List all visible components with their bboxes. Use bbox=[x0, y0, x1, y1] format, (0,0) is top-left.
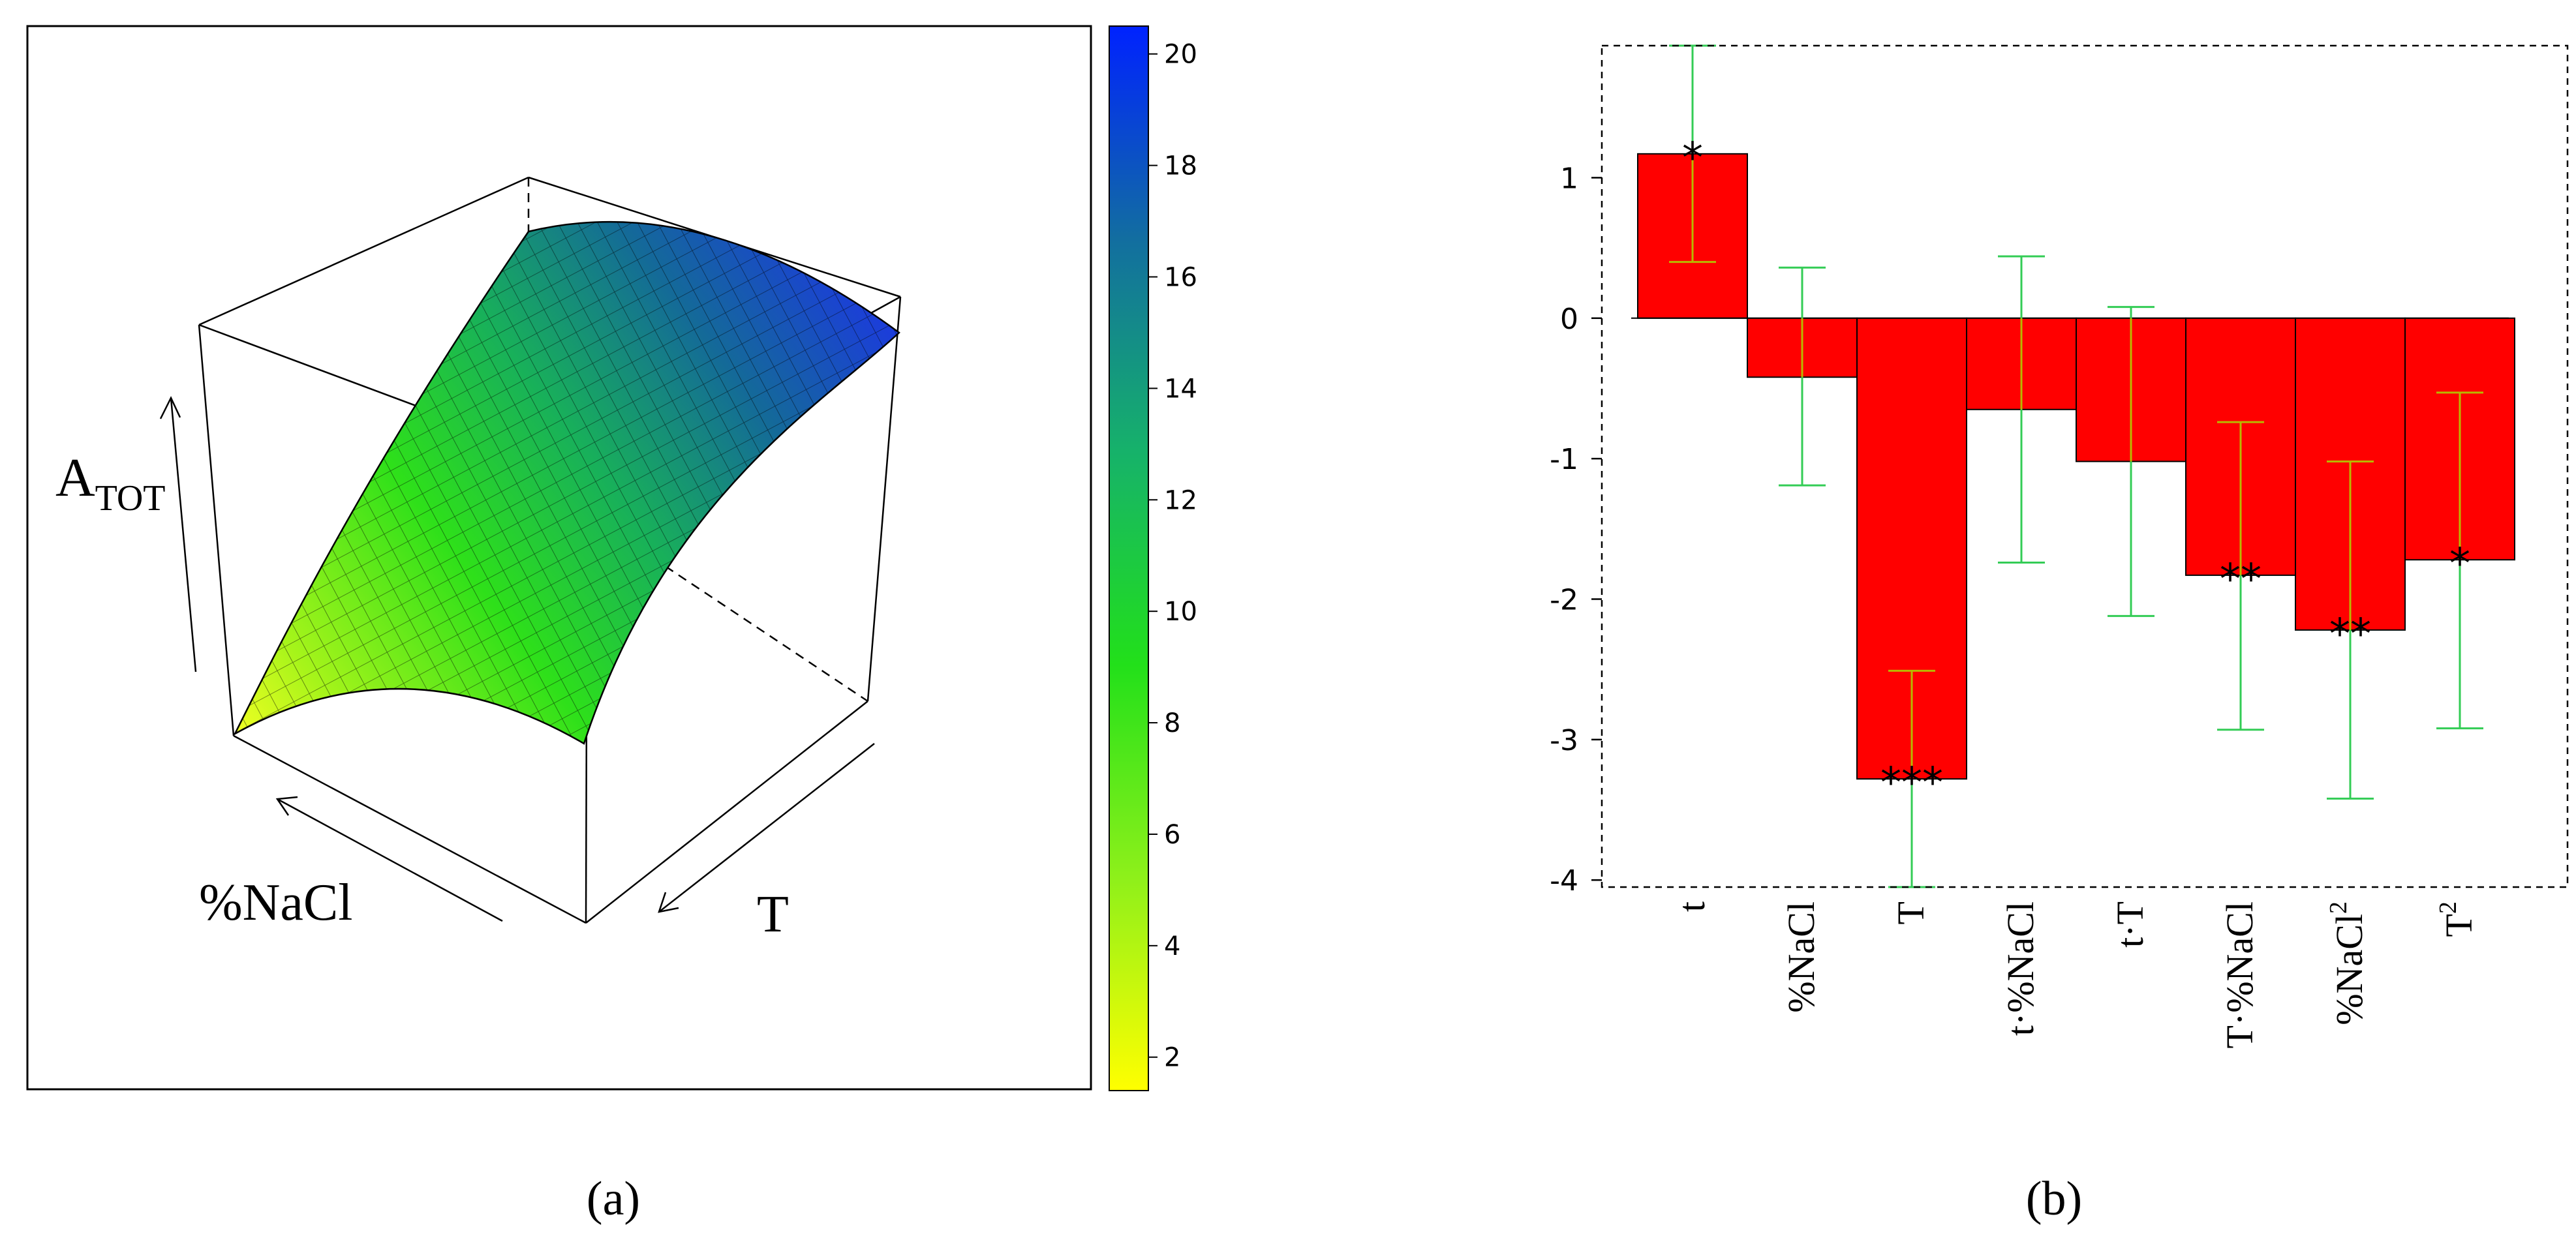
colorbar-gradient bbox=[1109, 25, 1149, 1091]
error-bar bbox=[2436, 391, 2483, 730]
x-tick-label-superscript: 2 bbox=[2434, 901, 2462, 914]
colorbar-tick-label: 8 bbox=[1164, 708, 1180, 738]
surface-box-hidden-edges bbox=[527, 177, 868, 702]
surface-frame bbox=[26, 25, 1092, 1091]
colorbar-tick-label: 12 bbox=[1164, 485, 1197, 515]
colorbar-tick-label: 6 bbox=[1164, 820, 1180, 850]
colorbar-tick-label: 10 bbox=[1164, 597, 1197, 627]
x-tick-label-text: t bbox=[1670, 901, 1713, 912]
x-tick-label-text: T bbox=[1890, 901, 1932, 924]
y-tick-label: -4 bbox=[1550, 864, 1578, 898]
colorbar-tick-label: 14 bbox=[1164, 374, 1197, 404]
error-bar bbox=[2327, 460, 2374, 800]
x-tick-label-superscript: 2 bbox=[2325, 901, 2352, 914]
x-tick-label: t bbox=[1670, 901, 1713, 912]
panel-label-a: (a) bbox=[587, 1172, 640, 1226]
error-bar bbox=[1998, 255, 2045, 564]
significance-marks: ********* bbox=[1682, 134, 2470, 808]
colorbar-tick-label: 18 bbox=[1164, 151, 1197, 181]
x-axis-label: %NaCl bbox=[199, 874, 353, 931]
significance-mark: * bbox=[2449, 540, 2470, 588]
panel-label-b: (b) bbox=[2026, 1172, 2082, 1226]
y-axis-label: T bbox=[757, 886, 789, 943]
surface-axis-arrows bbox=[159, 396, 875, 922]
error-bar bbox=[2108, 306, 2154, 617]
z-axis-label-sub: TOT bbox=[95, 478, 166, 519]
z-axis-label: ATOT bbox=[55, 447, 166, 519]
colorbar-tick-label: 20 bbox=[1164, 40, 1197, 70]
x-tick-label-text: %NaCl bbox=[1780, 901, 1822, 1013]
bars bbox=[1631, 153, 2515, 780]
x-tick-label: %NaCl2 bbox=[2325, 901, 2370, 1025]
x-tick-label: T2 bbox=[2434, 901, 2480, 937]
significance-mark: *** bbox=[1880, 759, 1943, 808]
y-tick-label: -2 bbox=[1550, 584, 1578, 617]
x-tick-label: %NaCl bbox=[1780, 901, 1822, 1013]
error-bar bbox=[1779, 266, 1826, 487]
z-axis-label-main: A bbox=[55, 447, 95, 508]
x-tick-label-text: T·%NaCl bbox=[2218, 901, 2261, 1049]
x-tick-label: T bbox=[1890, 901, 1932, 924]
colorbar-tick-label: 2 bbox=[1164, 1043, 1180, 1073]
x-tick-label-text: T bbox=[2438, 914, 2480, 937]
colorbar-tick-label: 16 bbox=[1164, 263, 1197, 293]
significance-mark: ** bbox=[2329, 611, 2371, 659]
x-tick-label: T·%NaCl bbox=[2218, 901, 2261, 1049]
x-tick-label-text: t·T bbox=[2109, 901, 2151, 948]
plot-box bbox=[1601, 44, 2569, 888]
colorbar-tick-label: 4 bbox=[1164, 931, 1180, 961]
y-tick-label: 0 bbox=[1560, 303, 1578, 336]
surface-panel: ATOT %NaCl T bbox=[26, 25, 1092, 1091]
x-tick-label-text: %NaCl bbox=[2328, 914, 2370, 1025]
colorbar-ticks: 20 18 16 14 12 10 8 6 4 2 bbox=[1148, 40, 1197, 1073]
response-surface-mesh bbox=[235, 222, 899, 744]
error-bars bbox=[1669, 44, 2483, 888]
y-tick-label: -3 bbox=[1550, 724, 1578, 757]
x-tick-label: t·%NaCl bbox=[1999, 901, 2042, 1036]
y-tick-label: -1 bbox=[1550, 443, 1578, 476]
colorbar: 20 18 16 14 12 10 8 6 4 2 bbox=[1109, 25, 1197, 1091]
y-axis: 1 0 -1 -2 -3 -4 bbox=[1550, 162, 1602, 898]
x-tick-label: t·T bbox=[2109, 901, 2151, 948]
significance-mark: ** bbox=[2220, 556, 2262, 604]
y-tick-label: 1 bbox=[1560, 162, 1578, 195]
x-tick-label-text: t·%NaCl bbox=[1999, 901, 2042, 1036]
significance-mark: * bbox=[1682, 134, 1703, 183]
error-bar bbox=[2217, 421, 2264, 731]
